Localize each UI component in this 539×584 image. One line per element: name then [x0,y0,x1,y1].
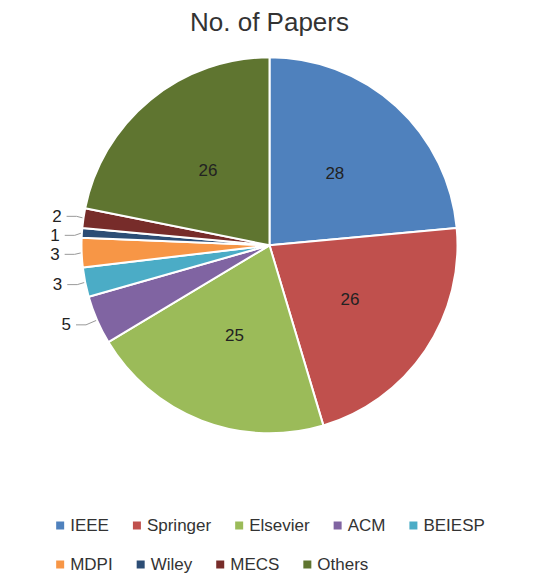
svg-text:1: 1 [50,226,59,245]
svg-text:25: 25 [225,326,244,345]
svg-text:5: 5 [62,315,71,334]
svg-text:26: 26 [340,290,359,309]
svg-text:Wiley: Wiley [151,555,193,574]
svg-text:BEIESP: BEIESP [423,516,484,535]
svg-text:MECS: MECS [230,555,279,574]
svg-text:2: 2 [52,207,61,226]
svg-text:ACM: ACM [348,516,386,535]
svg-text:Others: Others [317,555,368,574]
svg-text:3: 3 [50,245,59,264]
svg-text:No. of Papers: No. of Papers [190,7,349,37]
svg-text:3: 3 [53,275,62,294]
svg-text:28: 28 [325,164,344,183]
svg-text:Elsevier: Elsevier [249,516,310,535]
svg-text:Springer: Springer [147,516,212,535]
svg-text:MDPI: MDPI [70,555,113,574]
svg-text:26: 26 [199,161,218,180]
svg-text:IEEE: IEEE [70,516,109,535]
